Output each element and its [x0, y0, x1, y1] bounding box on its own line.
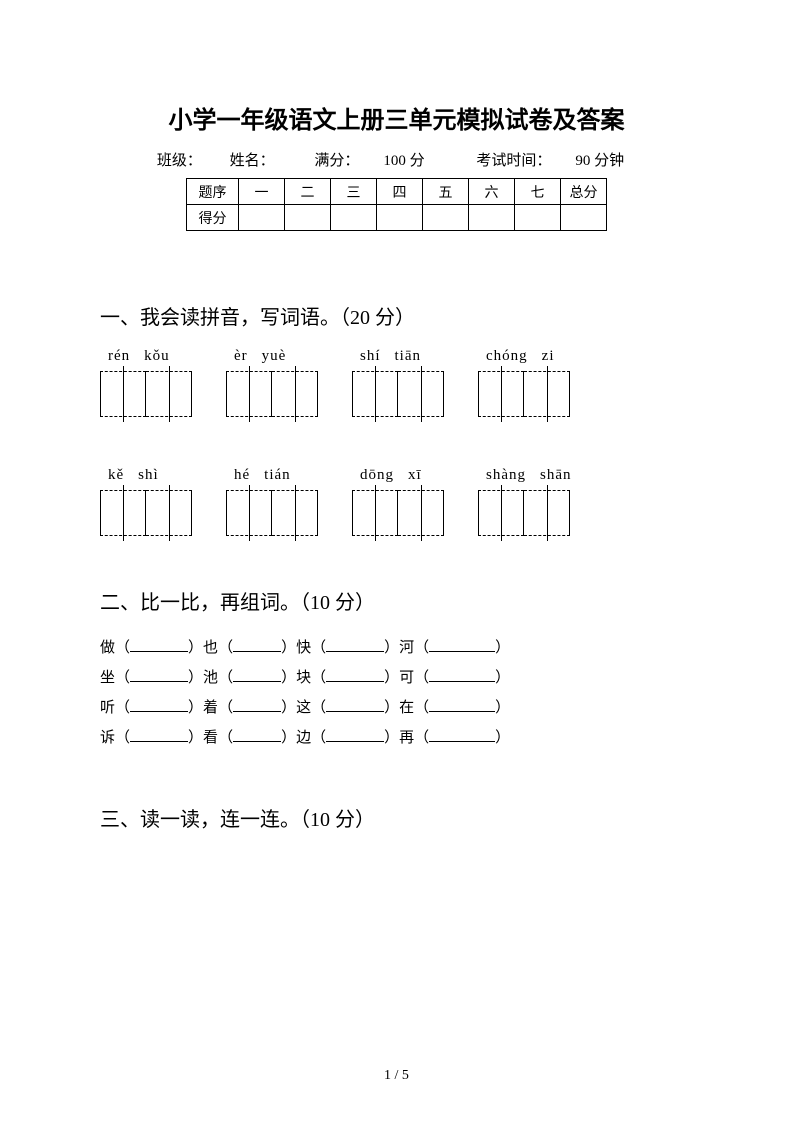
- fillin-exercise: 做（）也（）快（）河（） 坐（）池（）块（）可（） 听（）着（）这（）在（） 诉…: [100, 633, 693, 753]
- full-score: 满分：100 分: [302, 153, 436, 169]
- pinyin-label: shàngshān: [478, 467, 572, 484]
- page-title: 小学一年级语文上册三单元模拟试卷及答案: [100, 100, 693, 135]
- pinyin-label: rénkǒu: [100, 348, 192, 365]
- pinyin-label: hétián: [226, 467, 318, 484]
- table-cell: 四: [377, 179, 423, 205]
- blank[interactable]: [326, 668, 384, 682]
- table-cell: 六: [469, 179, 515, 205]
- pinyin-label: èryuè: [226, 348, 318, 365]
- section-3-title: 三、读一读，连一连。（10 分）: [100, 803, 693, 832]
- pinyin-row: rénkǒu èryuè shítiān chóngzi: [100, 348, 693, 417]
- write-boxes[interactable]: [226, 371, 318, 417]
- pinyin-group: shàngshān: [478, 467, 572, 536]
- blank[interactable]: [326, 638, 384, 652]
- table-cell[interactable]: [469, 205, 515, 231]
- table-cell[interactable]: [239, 205, 285, 231]
- section-1-title: 一、我会读拼音，写词语。（20 分）: [100, 301, 693, 330]
- row-label: 得分: [187, 205, 239, 231]
- score-table: 题序 一 二 三 四 五 六 七 总分 得分: [186, 178, 607, 231]
- time-limit: 考试时间：90 分钟: [464, 153, 636, 169]
- pinyin-group: hétián: [226, 467, 318, 536]
- fillin-line: 诉（）看（）边（）再（）: [100, 723, 693, 753]
- pinyin-group: shítiān: [352, 348, 444, 417]
- blank[interactable]: [130, 638, 188, 652]
- fillin-line: 坐（）池（）块（）可（）: [100, 663, 693, 693]
- blank[interactable]: [130, 668, 188, 682]
- table-cell[interactable]: [285, 205, 331, 231]
- pinyin-group: dōngxī: [352, 467, 444, 536]
- table-cell[interactable]: [561, 205, 607, 231]
- write-boxes[interactable]: [226, 490, 318, 536]
- exam-info-row: 班级： 姓名： 满分：100 分 考试时间：90 分钟: [100, 149, 693, 170]
- pinyin-label: shítiān: [352, 348, 444, 365]
- write-boxes[interactable]: [478, 371, 570, 417]
- pinyin-label: dōngxī: [352, 467, 444, 484]
- blank[interactable]: [429, 728, 495, 742]
- write-boxes[interactable]: [352, 490, 444, 536]
- table-cell: 二: [285, 179, 331, 205]
- table-cell[interactable]: [423, 205, 469, 231]
- table-row: 得分: [187, 205, 607, 231]
- pinyin-label: chóngzi: [478, 348, 570, 365]
- table-cell: 总分: [561, 179, 607, 205]
- blank[interactable]: [233, 668, 281, 682]
- pinyin-exercise: rénkǒu èryuè shítiān chóngzi kěshì hétiá…: [100, 348, 693, 536]
- blank[interactable]: [233, 638, 281, 652]
- blank[interactable]: [130, 728, 188, 742]
- write-boxes[interactable]: [100, 371, 192, 417]
- blank[interactable]: [429, 698, 495, 712]
- class-label: 班级：: [157, 153, 202, 169]
- name-label: 姓名：: [230, 153, 275, 169]
- write-boxes[interactable]: [478, 490, 572, 536]
- pinyin-group: rénkǒu: [100, 348, 192, 417]
- pinyin-group: chóngzi: [478, 348, 570, 417]
- blank[interactable]: [326, 698, 384, 712]
- table-cell[interactable]: [377, 205, 423, 231]
- table-cell: 五: [423, 179, 469, 205]
- page-number: 1 / 5: [0, 1068, 793, 1084]
- fillin-line: 做（）也（）快（）河（）: [100, 633, 693, 663]
- pinyin-group: èryuè: [226, 348, 318, 417]
- table-cell: 七: [515, 179, 561, 205]
- blank[interactable]: [130, 698, 188, 712]
- pinyin-label: kěshì: [100, 467, 192, 484]
- blank[interactable]: [326, 728, 384, 742]
- blank[interactable]: [429, 668, 495, 682]
- write-boxes[interactable]: [352, 371, 444, 417]
- blank[interactable]: [429, 638, 495, 652]
- write-boxes[interactable]: [100, 490, 192, 536]
- table-cell: 一: [239, 179, 285, 205]
- blank[interactable]: [233, 728, 281, 742]
- pinyin-row: kěshì hétián dōngxī shàngshān: [100, 467, 693, 536]
- fillin-line: 听（）着（）这（）在（）: [100, 693, 693, 723]
- pinyin-group: kěshì: [100, 467, 192, 536]
- table-cell: 三: [331, 179, 377, 205]
- row-label: 题序: [187, 179, 239, 205]
- table-cell[interactable]: [331, 205, 377, 231]
- table-cell[interactable]: [515, 205, 561, 231]
- section-2-title: 二、比一比，再组词。（10 分）: [100, 586, 693, 615]
- blank[interactable]: [233, 698, 281, 712]
- table-row: 题序 一 二 三 四 五 六 七 总分: [187, 179, 607, 205]
